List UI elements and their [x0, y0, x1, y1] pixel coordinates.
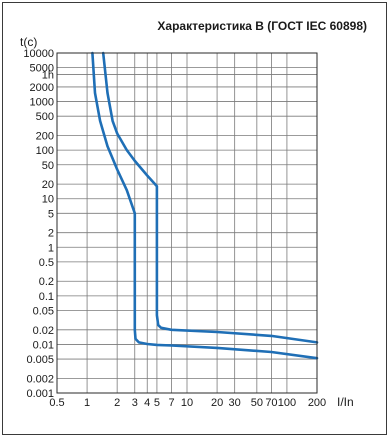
- series-line-2: [101, 51, 319, 344]
- series-layer: [91, 51, 319, 360]
- y-tick-label: 0.002: [26, 373, 54, 385]
- x-tick-label: 70: [265, 397, 277, 409]
- y-tick-label: 2: [48, 228, 54, 240]
- x-tick-label: 20: [211, 397, 223, 409]
- x-tick-label: 50: [251, 397, 263, 409]
- y-tick-label: 0.02: [33, 325, 54, 337]
- chart-title: Характеристика B (ГОСТ IEC 60898): [157, 19, 367, 33]
- x-tick-labels: 0.5 1 2 3 4 5 7 10 20 30 50 70 100 200: [49, 397, 326, 409]
- y-tick-label: 0.5: [39, 257, 54, 269]
- y-tick-label: 20: [42, 179, 54, 191]
- grid: [57, 53, 317, 393]
- y-tick-label: 10000: [23, 48, 54, 60]
- x-tick-label: 5: [154, 397, 160, 409]
- y-tick-label: 0.1: [39, 291, 54, 303]
- y-tick-label: 0.2: [39, 276, 54, 288]
- x-tick-label: 10: [181, 397, 193, 409]
- y-tick-label: 500: [36, 111, 54, 123]
- y-tick-label: 0.01: [33, 339, 54, 351]
- y-tick-label: 1h: [42, 70, 54, 82]
- x-tick-label: 200: [308, 397, 326, 409]
- y-tick-label: 50: [42, 160, 54, 172]
- x-tick-label: 4: [144, 397, 150, 409]
- x-tick-label: 1: [84, 397, 90, 409]
- x-axis-label: I/In: [337, 395, 354, 409]
- y-tick-label: 2000: [30, 82, 54, 94]
- x-tick-label: 7: [168, 397, 174, 409]
- x-tick-label: 3: [132, 397, 138, 409]
- y-tick-label: 1: [48, 242, 54, 254]
- plot-border: [56, 52, 318, 394]
- y-axis-label: t(c): [20, 35, 37, 49]
- y-tick-label: 1000: [30, 97, 54, 109]
- y-tick-label: 5: [48, 208, 54, 220]
- x-tick-label: 30: [229, 397, 241, 409]
- y-tick-label: 5000: [30, 63, 54, 75]
- x-tick-label: 100: [278, 397, 296, 409]
- y-tick-label: 0.05: [33, 305, 54, 317]
- y-tick-label: 0.005: [26, 354, 54, 366]
- y-tick-label: 0.001: [26, 388, 54, 400]
- y-tick-label: 200: [36, 131, 54, 143]
- x-tick-label: 2: [114, 397, 120, 409]
- series-line-1: [91, 51, 319, 360]
- x-tick-label: 0.5: [49, 397, 64, 409]
- y-tick-label: 100: [36, 145, 54, 157]
- y-tick-label: 10: [42, 194, 54, 206]
